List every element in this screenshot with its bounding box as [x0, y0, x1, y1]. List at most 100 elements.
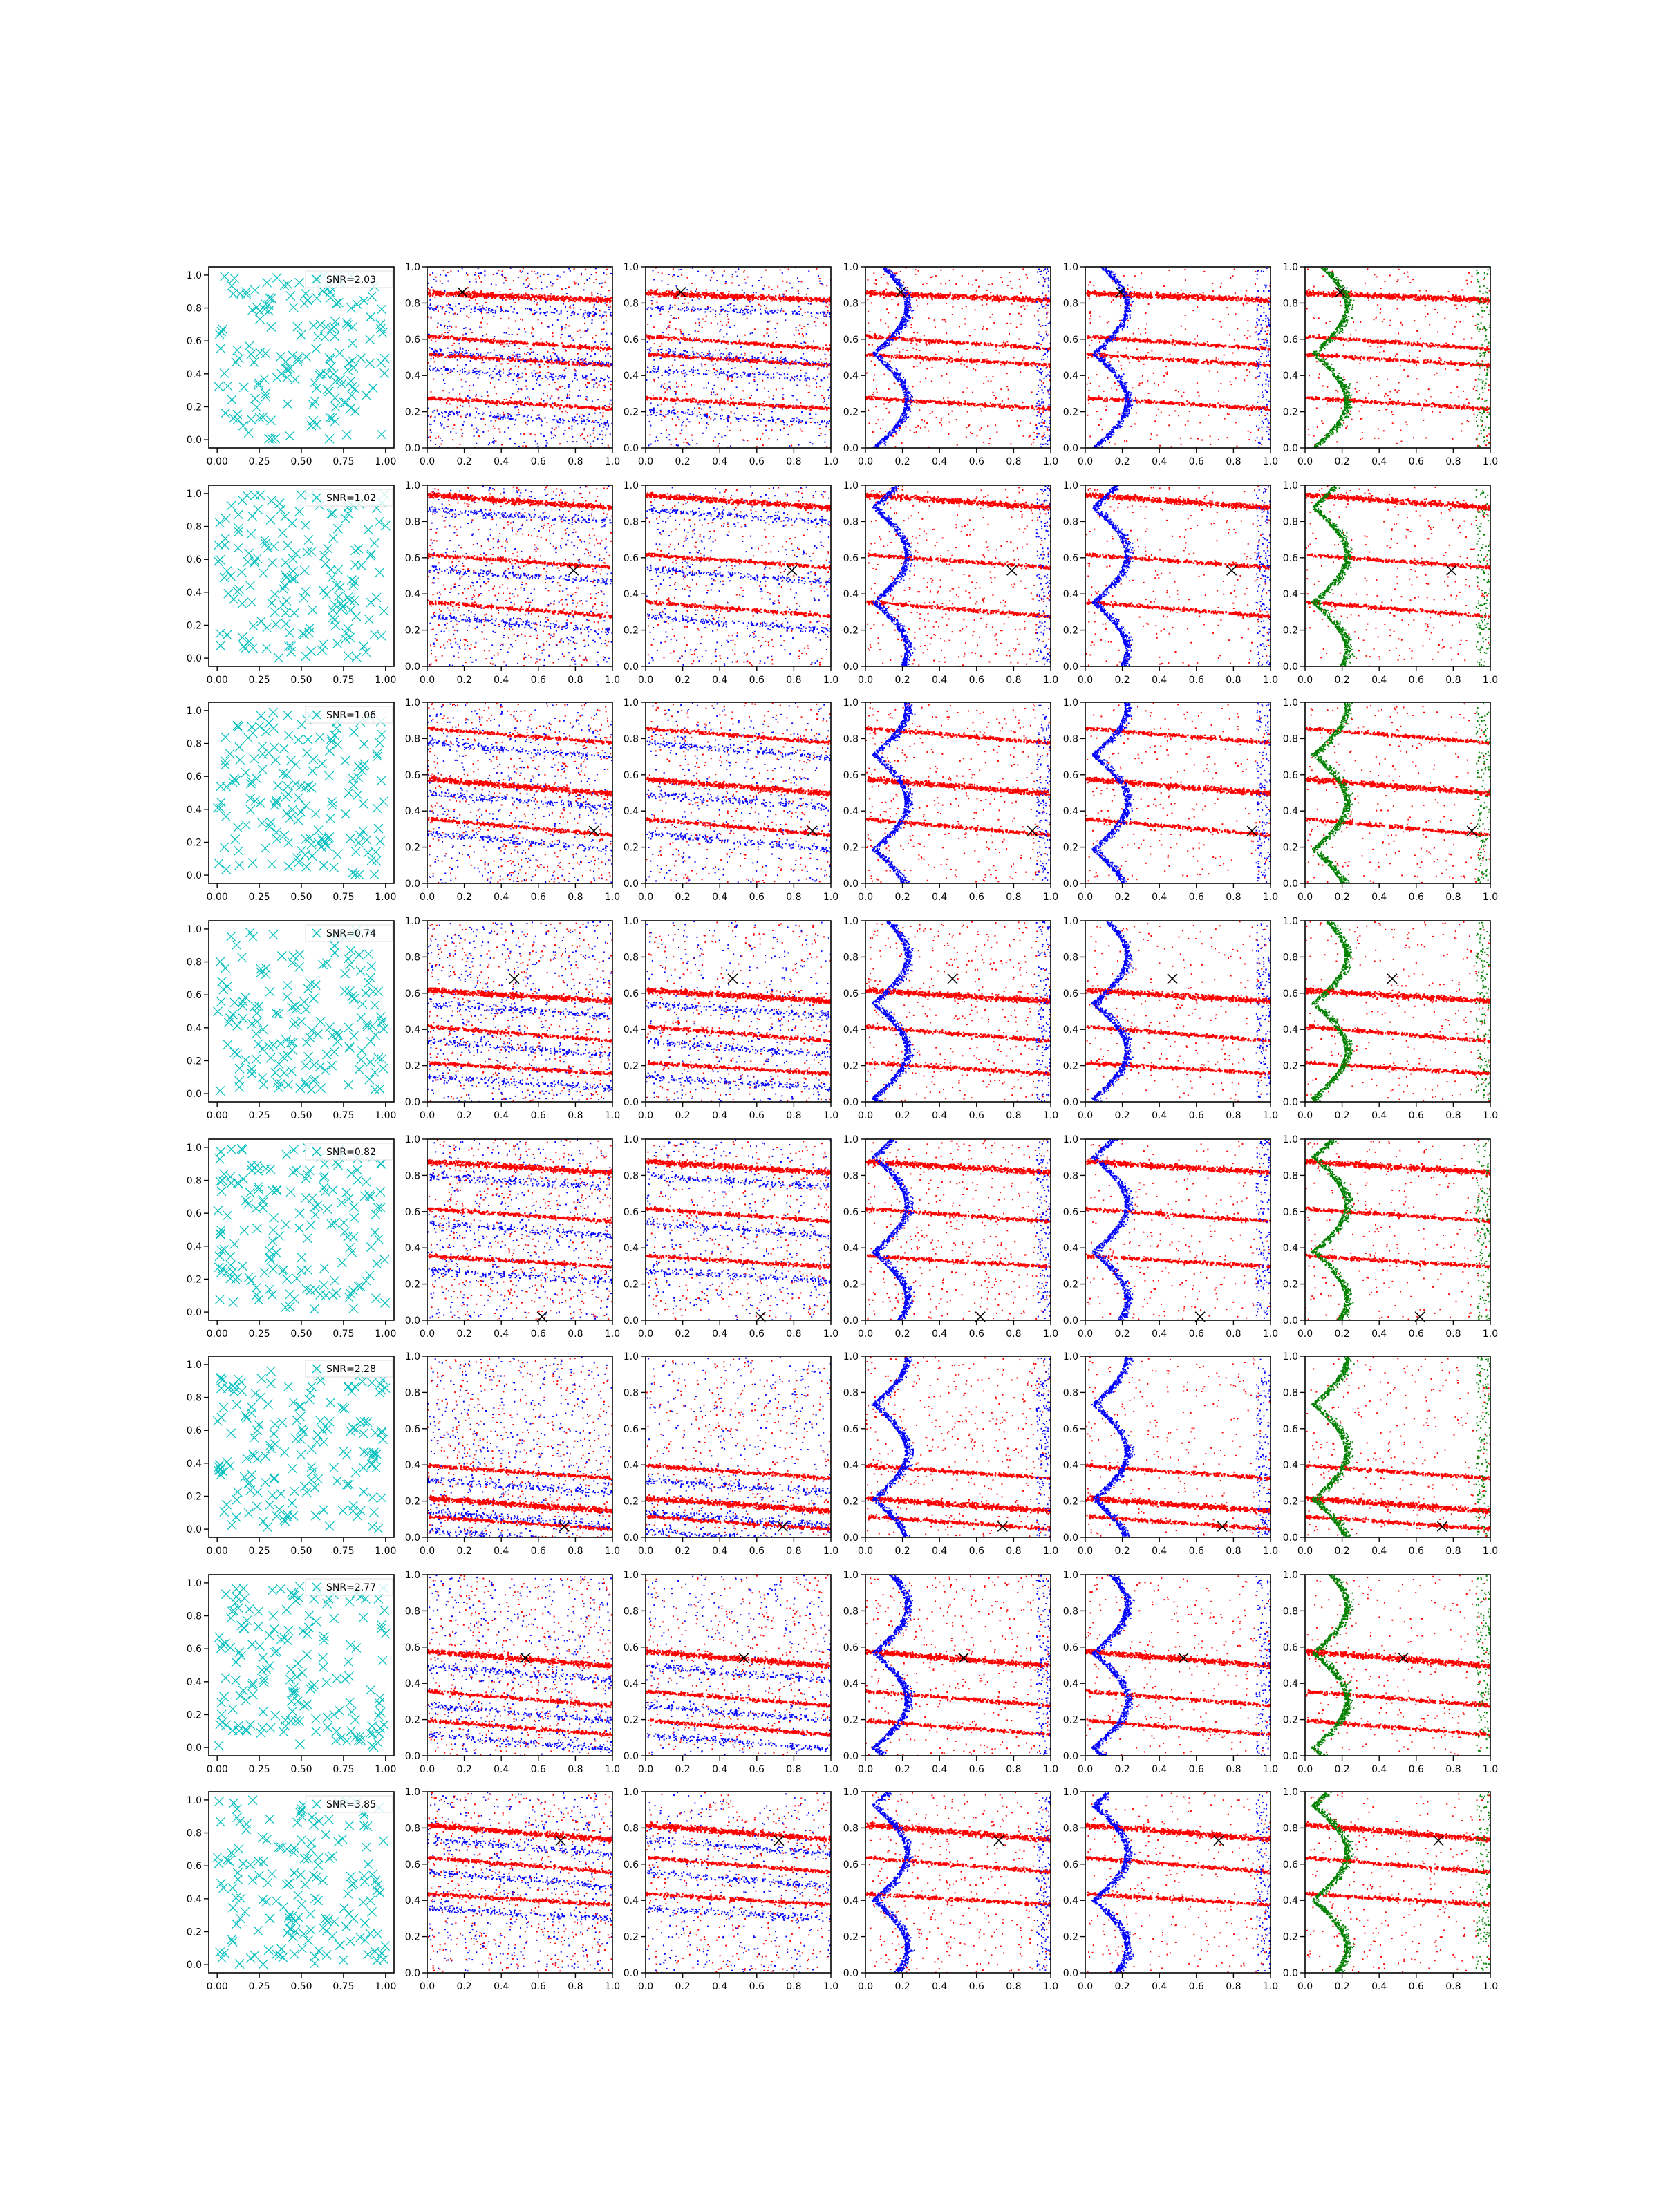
- x-marker: [296, 1808, 305, 1817]
- y-tick-label: 0.0: [1063, 1097, 1078, 1108]
- x-marker: [331, 1736, 340, 1745]
- x-tick-label: 0.2: [1334, 456, 1349, 467]
- x-marker: [341, 1922, 350, 1931]
- x-marker: [235, 1064, 244, 1073]
- x-marker: [227, 395, 236, 404]
- x-tick-label: 0.4: [712, 892, 727, 903]
- x-marker: [270, 1474, 279, 1483]
- x-marker: [378, 328, 387, 337]
- x-marker: [288, 805, 297, 814]
- x-marker: [376, 1708, 385, 1717]
- x-tick-label: 0.4: [932, 1329, 947, 1340]
- x-marker: [341, 398, 350, 407]
- axes-frame: [1085, 485, 1271, 666]
- x-tick-label: 0.00: [207, 1546, 228, 1557]
- x-marker: [348, 774, 357, 783]
- x-marker: [311, 1511, 320, 1520]
- x-tick-label: 0.2: [456, 1981, 471, 1992]
- panel-r3-c3: 0.0 0.2 0.4 0.6 0.8 1.00.00.20.40.60.81.0: [624, 697, 838, 903]
- x-marker: [248, 859, 257, 868]
- x-marker: [282, 1605, 291, 1614]
- y-tick-label: 0.8: [1063, 733, 1078, 744]
- x-marker: [270, 1474, 279, 1483]
- x-marker: [266, 1255, 275, 1264]
- x-marker: [221, 733, 230, 742]
- x-marker: [370, 630, 379, 639]
- x-tick-label: 0.6: [1409, 1110, 1424, 1121]
- x-marker: [326, 362, 335, 371]
- x-tick-label: 0.4: [932, 1546, 947, 1557]
- x-marker: [277, 1944, 286, 1953]
- panel-r3-c1: SNR=1.060.00 0.25 0.50 0.75 1.000.00.20.40.6…: [187, 702, 397, 903]
- x-tick-label: 0.8: [568, 1764, 583, 1775]
- panel-r8-c6: 0.0 0.2 0.4 0.6 0.8 1.00.00.20.40.60.81.0: [1283, 1787, 1498, 1992]
- x-marker: [234, 823, 243, 832]
- x-marker: [314, 1853, 323, 1862]
- x-marker: [367, 856, 376, 865]
- x-marker: [322, 1678, 331, 1687]
- x-marker: [321, 1066, 330, 1075]
- y-tick-label: 0.6: [843, 1424, 859, 1435]
- x-marker: [309, 1821, 318, 1830]
- x-marker: [381, 1298, 390, 1307]
- x-marker: [329, 534, 338, 543]
- x-marker: [254, 1926, 263, 1935]
- x-marker: [322, 1927, 331, 1936]
- x-marker: [255, 315, 264, 324]
- x-marker: [220, 1508, 229, 1517]
- x-marker: [319, 1632, 328, 1641]
- axes-frame: [1305, 921, 1490, 1102]
- x-marker: [330, 1276, 339, 1285]
- x-marker: [254, 1622, 263, 1631]
- x-marker: [372, 856, 381, 865]
- x-marker: [262, 624, 271, 632]
- x-tick-label: 0.2: [1114, 892, 1130, 903]
- x-marker: [214, 1206, 223, 1215]
- y-tick-label: 0.6: [1063, 1424, 1078, 1435]
- x-marker: [330, 1614, 339, 1623]
- x-marker: [237, 953, 246, 962]
- y-tick-label: 0.8: [624, 516, 639, 527]
- x-tick-label: 0.0: [1297, 1110, 1313, 1121]
- y-tick-label: 0.4: [624, 806, 639, 817]
- x-tick-label: 1.0: [605, 1981, 620, 1992]
- x-tick-label: 0.25: [249, 1329, 270, 1340]
- y-tick-label: 0.0: [405, 879, 420, 890]
- y-tick-label: 0.8: [405, 1387, 420, 1398]
- x-marker: [327, 509, 336, 518]
- x-marker: [328, 1852, 337, 1861]
- x-tick-label: 0.2: [1114, 1329, 1130, 1340]
- x-tick-label: 1.0: [605, 1329, 620, 1340]
- y-tick-label: 0.0: [1063, 1751, 1078, 1762]
- x-marker: [216, 1879, 225, 1888]
- x-marker: [346, 960, 355, 969]
- x-marker: [239, 383, 248, 392]
- x-marker: [283, 280, 292, 289]
- x-marker: [228, 1726, 237, 1735]
- y-tick-label: 0.8: [843, 516, 859, 527]
- x-marker: [345, 596, 354, 605]
- x-marker: [366, 598, 375, 607]
- x-tick-label: 0.6: [749, 1110, 765, 1121]
- x-marker: [260, 1268, 269, 1277]
- x-marker: [247, 1069, 256, 1078]
- panel-r2-c6: 0.0 0.2 0.4 0.6 0.8 1.00.00.20.40.60.81.0: [1283, 480, 1498, 686]
- x-marker: [368, 1522, 377, 1531]
- x-marker: [218, 1264, 227, 1273]
- x-marker: [238, 1145, 247, 1154]
- x-marker: [336, 583, 345, 592]
- x-marker: [247, 1161, 256, 1170]
- y-tick-label: 0.8: [1283, 516, 1298, 527]
- target-marker: [948, 974, 957, 984]
- x-marker: [224, 589, 233, 598]
- x-marker: [316, 1416, 325, 1425]
- x-marker: [326, 814, 335, 823]
- x-marker: [366, 551, 375, 560]
- y-tick-label: 0.0: [405, 1533, 420, 1544]
- x-marker: [223, 382, 232, 391]
- x-marker: [227, 1613, 236, 1622]
- y-tick-label: 0.6: [1063, 770, 1078, 781]
- x-marker: [325, 747, 334, 756]
- x-tick-label: 1.00: [375, 1764, 396, 1775]
- x-marker: [230, 274, 239, 283]
